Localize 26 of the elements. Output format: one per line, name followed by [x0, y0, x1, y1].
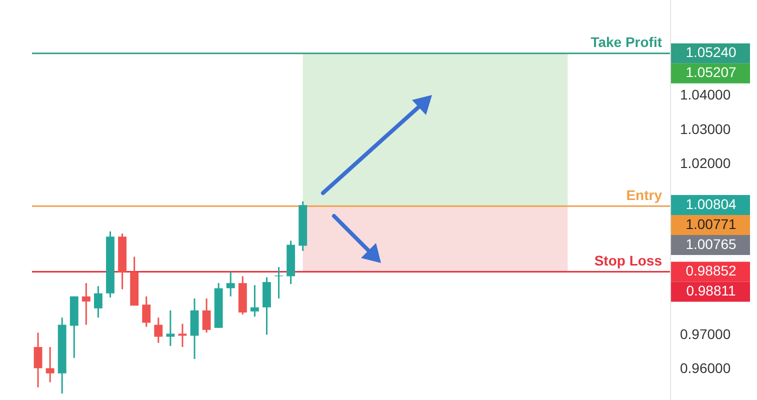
candlestick: [226, 271, 235, 298]
text: 0.98852: [686, 262, 737, 279]
candlestick: [154, 316, 163, 344]
candlestick: [178, 323, 187, 348]
ref-line-label: Take Profit: [590, 34, 662, 50]
text: 1.00771: [686, 216, 737, 232]
text: 1.00765: [686, 236, 737, 252]
candlestick: [250, 284, 259, 318]
text: 1.05240: [686, 44, 737, 60]
ref-line-label: Entry: [626, 186, 662, 203]
text: 0.98811: [686, 282, 736, 299]
y-tick-label: 1.03000: [680, 120, 731, 137]
y-tick-label: 0.96000: [680, 360, 731, 376]
text: 1.00804: [686, 196, 737, 212]
y-tick-label: 1.04000: [680, 86, 731, 103]
candlestick: [46, 346, 54, 383]
y-tick-label: 1.02000: [680, 154, 731, 171]
candlestick: [94, 285, 102, 318]
y-tick-label: 0.97000: [680, 326, 731, 342]
candlestick: [82, 282, 90, 326]
ref-line-label: Stop Loss: [594, 252, 662, 269]
text: 1.05207: [686, 64, 737, 80]
candlestick: [166, 310, 175, 347]
candlestick: [142, 296, 151, 328]
candlestick: [202, 298, 211, 334]
candlestick: [34, 332, 42, 388]
